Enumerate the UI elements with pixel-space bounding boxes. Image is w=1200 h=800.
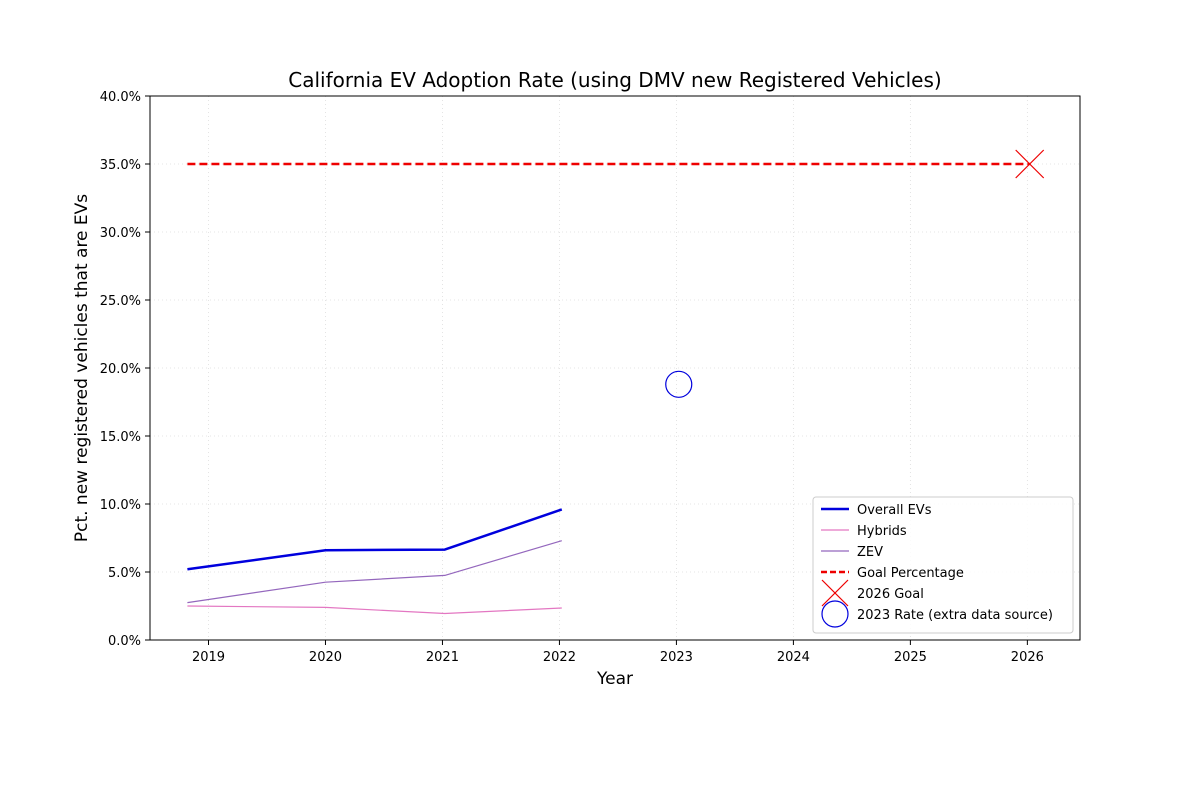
y-axis-label: Pct. new registered vehicles that are EV…	[72, 194, 92, 542]
y-axis-ticks: 0.0% 5.0% 10.0% 15.0% 20.0% 25.0% 30.0% 35.0% 40…	[100, 90, 150, 649]
y-tick-label: 40.0%	[100, 90, 141, 105]
y-tick-label: 5.0%	[108, 566, 141, 581]
x-tick-label: 2025	[894, 650, 927, 665]
hybrids-line	[187, 605, 562, 615]
legend-label-goal-percentage: Goal Percentage	[857, 566, 964, 581]
y-tick-label: 20.0%	[100, 362, 141, 377]
legend-swatch-2026-goal	[821, 579, 849, 607]
legend-label-overall-evs: Overall EVs	[857, 503, 932, 518]
legend-label-hybrids: Hybrids	[857, 524, 907, 539]
x-tick-label: 2021	[426, 650, 459, 665]
y-tick-label: 25.0%	[100, 294, 141, 309]
overall-evs-line	[187, 508, 563, 571]
x-tick-label: 2026	[1011, 650, 1044, 665]
legend-label-2026-goal: 2026 Goal	[857, 587, 924, 602]
x-tick-label: 2020	[309, 650, 342, 665]
x-tick-label: 2022	[543, 650, 576, 665]
x-tick-label: 2019	[192, 650, 225, 665]
y-tick-label: 10.0%	[100, 498, 141, 513]
legend-label-2023-rate-extra-data-source: 2023 Rate (extra data source)	[857, 608, 1053, 623]
y-tick-label: 35.0%	[100, 158, 141, 173]
x-axis-label: Year	[596, 669, 633, 689]
legend-box	[812, 496, 1074, 634]
legend-swatch-2023-rate-extra-data-source	[821, 600, 849, 628]
y-tick-label: 30.0%	[100, 226, 141, 241]
2026-goal-marker	[1015, 149, 1045, 179]
2023-rate-extra-data-source-marker	[665, 370, 693, 398]
legend-label-zev: ZEV	[857, 545, 883, 560]
zev-line	[187, 540, 562, 604]
legend: Overall EVs Hybrids ZEV Goal Percentage 2026…	[812, 496, 1074, 634]
plot-series	[187, 149, 1045, 615]
x-tick-label: 2023	[660, 650, 693, 665]
chart-title: California EV Adoption Rate (using DMV n…	[288, 68, 941, 92]
y-tick-label: 15.0%	[100, 430, 141, 445]
y-tick-label: 0.0%	[108, 634, 141, 649]
x-axis-ticks: 2019 2020 2021 2022 2023 2024 2025 2026	[192, 640, 1044, 665]
x-tick-label: 2024	[777, 650, 810, 665]
